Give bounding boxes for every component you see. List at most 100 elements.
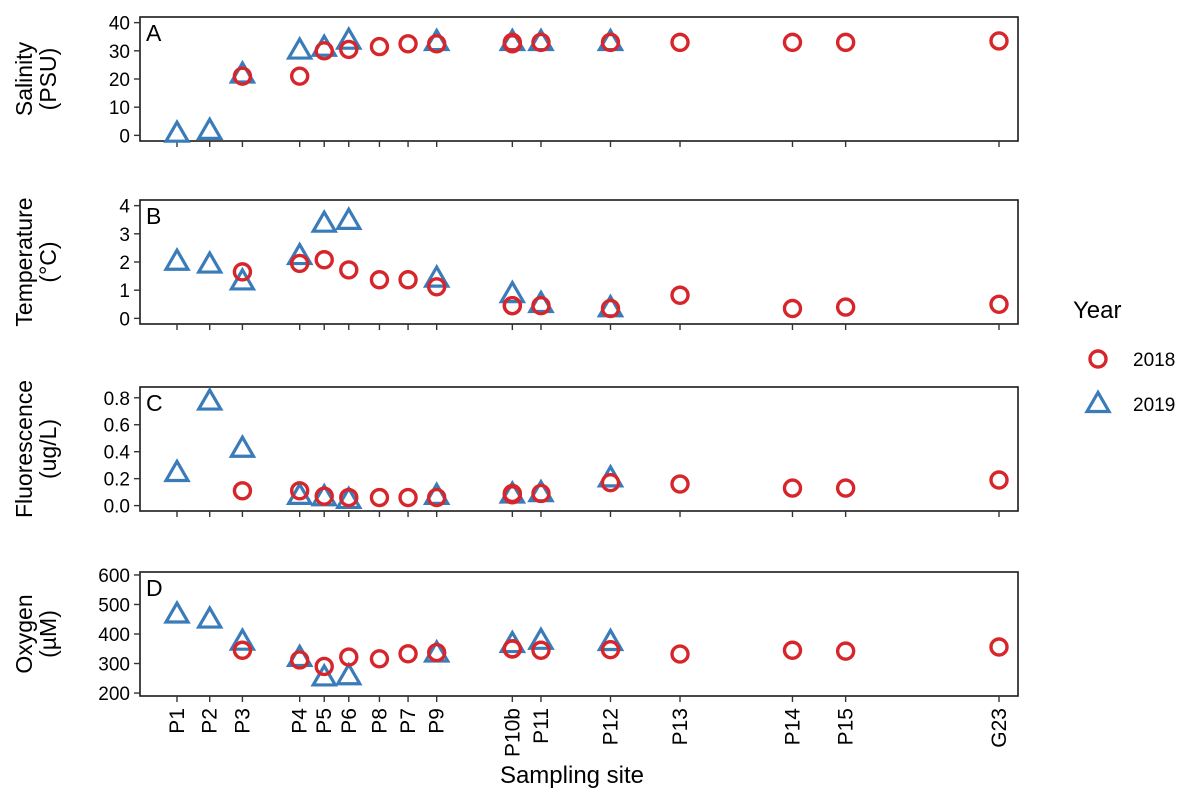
data-point-salinity-2018-P4	[289, 66, 310, 86]
data-point-fluorescence-2018-P8	[369, 487, 390, 508]
y-axis-label-salinity: Salinity	[11, 41, 37, 116]
y-tick-label: 200	[98, 684, 130, 705]
data-point-oxygen-2019-P2	[195, 604, 224, 629]
data-point-oxygen-2018-P10b	[502, 639, 523, 659]
panel-letter-fluorescence: C	[146, 390, 163, 416]
data-point-oxygen-2019-P11	[527, 626, 555, 650]
data-point-oxygen-2018-P4	[289, 650, 310, 670]
data-point-salinity-2019-P2	[195, 116, 224, 140]
data-point-fluorescence-2018-P13	[670, 474, 690, 494]
x-tick-label-P14: P14	[781, 708, 804, 746]
y-tick-label: 10	[109, 98, 130, 119]
legend-symbol-2019	[1084, 389, 1112, 414]
data-point-oxygen-2018-P9	[426, 642, 447, 663]
x-tick-label-P4: P4	[289, 708, 312, 734]
x-tick-label-P13: P13	[669, 708, 692, 745]
y-tick-label: 0.8	[104, 389, 130, 410]
x-tick-label-P15: P15	[835, 708, 858, 745]
y-axis-label-fluorescence: (ug/L)	[35, 419, 61, 479]
y-tick-label: 0.6	[104, 416, 130, 437]
x-tick-label-P12: P12	[599, 708, 622, 745]
data-point-salinity-2018-P9	[426, 34, 447, 54]
data-point-temperature-2018-P3	[232, 262, 253, 282]
y-tick-label: 30	[109, 42, 130, 63]
data-point-temperature-2018-P9	[426, 277, 447, 297]
data-point-salinity-2018-G23	[989, 31, 1009, 51]
x-tick-label-P8: P8	[368, 708, 391, 734]
data-point-salinity-2018-P7	[398, 34, 418, 54]
y-tick-label: 4	[119, 197, 130, 218]
y-tick-label: 40	[109, 14, 130, 35]
y-tick-label: 0.2	[104, 470, 130, 491]
legend-label-2019: 2019	[1133, 395, 1175, 416]
data-point-temperature-2018-P14	[782, 298, 803, 319]
data-point-temperature-2018-P6	[339, 260, 359, 280]
x-tick-label-P11: P11	[530, 708, 553, 744]
data-point-temperature-2018-P5	[314, 250, 334, 270]
data-point-oxygen-2018-P7	[398, 644, 418, 664]
legend-title: Year	[1073, 297, 1122, 324]
data-point-oxygen-2018-P13	[670, 644, 690, 664]
x-tick-label-P3: P3	[231, 708, 254, 734]
data-point-oxygen-2019-P12	[596, 627, 625, 652]
data-point-temperature-2019-P6	[334, 206, 363, 230]
y-axis-label-temperature: Temperature	[11, 197, 37, 326]
data-point-oxygen-2018-P6	[339, 647, 359, 667]
x-tick-label-P5: P5	[313, 708, 336, 734]
data-point-fluorescence-2018-P3	[232, 481, 253, 501]
data-point-salinity-2018-P15	[835, 32, 856, 53]
data-point-oxygen-2018-P12	[600, 639, 621, 660]
data-point-fluorescence-2018-P5	[314, 486, 334, 506]
data-point-temperature-2019-P5	[310, 208, 338, 233]
y-axis-label-salinity: (PSU)	[35, 48, 61, 111]
data-point-fluorescence-2018-P6	[339, 487, 359, 508]
y-tick-label: 0.4	[104, 443, 131, 464]
data-point-salinity-2018-P8	[369, 36, 390, 57]
data-point-temperature-2019-P10b	[498, 279, 527, 304]
x-tick-label-G23: G23	[988, 708, 1011, 748]
data-point-temperature-2018-P8	[369, 270, 390, 290]
data-point-oxygen-2018-P3	[232, 640, 253, 660]
data-point-temperature-2019-P1	[163, 247, 191, 271]
data-point-salinity-2019-P1	[163, 118, 191, 143]
x-tick-label-P9: P9	[426, 708, 449, 734]
x-tick-label-P10b: P10b	[501, 708, 524, 757]
data-point-fluorescence-2018-P15	[835, 478, 856, 498]
data-point-salinity-2018-P6	[339, 39, 359, 60]
data-point-fluorescence-2019-P6	[334, 485, 363, 510]
data-point-temperature-2018-P10b	[502, 295, 523, 316]
data-point-fluorescence-2018-P4	[289, 481, 310, 501]
panel-frame-oxygen	[139, 571, 1019, 697]
data-point-salinity-2019-P6	[334, 25, 363, 50]
data-point-temperature-2018-P15	[835, 297, 856, 317]
data-point-temperature-2019-P9	[422, 263, 451, 288]
y-tick-label: 0.0	[104, 497, 130, 518]
panel-letter-oxygen: D	[146, 575, 163, 601]
data-point-oxygen-2019-P5	[310, 662, 338, 687]
y-tick-label: 300	[98, 655, 130, 676]
data-point-fluorescence-2018-P10b	[502, 483, 523, 504]
data-point-oxygen-2018-P8	[369, 649, 390, 669]
y-tick-label: 0	[119, 126, 130, 147]
y-tick-label: 0	[119, 309, 130, 330]
y-tick-label: 2	[119, 253, 130, 274]
x-tick-label-P6: P6	[338, 708, 361, 734]
data-point-temperature-2018-P13	[670, 285, 690, 305]
data-point-temperature-2019-P4	[285, 241, 314, 266]
y-axis-label-oxygen: Oxygen	[11, 594, 37, 673]
x-axis-label: Sampling site	[500, 762, 644, 789]
y-axis-label-temperature: (°C)	[35, 241, 61, 282]
data-point-fluorescence-2018-G23	[989, 470, 1009, 490]
data-point-fluorescence-2019-P2	[195, 386, 224, 411]
y-tick-label: 400	[98, 625, 130, 646]
panel-frame-salinity	[139, 16, 1019, 142]
data-point-salinity-2018-P13	[670, 32, 690, 53]
data-point-oxygen-2018-G23	[989, 637, 1009, 657]
data-point-temperature-2018-P7	[398, 270, 418, 290]
panel-letter-salinity: A	[146, 20, 162, 46]
y-axis-label-fluorescence: Fluorescence	[11, 380, 37, 518]
data-point-fluorescence-2018-P14	[782, 478, 803, 498]
data-point-fluorescence-2018-P12	[600, 472, 621, 493]
legend-label-2018: 2018	[1133, 350, 1175, 371]
